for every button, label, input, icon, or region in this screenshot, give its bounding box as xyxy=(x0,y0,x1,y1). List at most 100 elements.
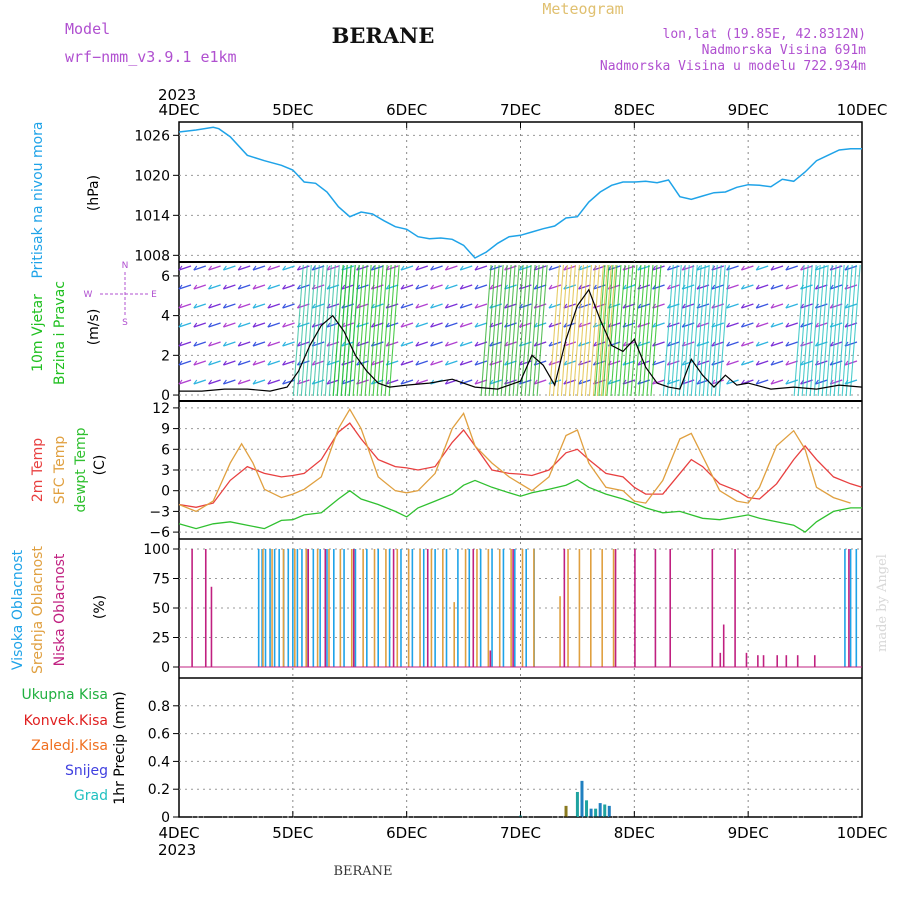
wind-arrow xyxy=(282,265,295,271)
wind-arrow xyxy=(237,341,251,347)
wind-fan-line xyxy=(352,264,364,397)
wind-fan-line xyxy=(682,264,694,397)
wind-fan-line xyxy=(560,264,572,397)
wind-arrow-head xyxy=(178,303,183,309)
bottom-day-labels: 4DEC 5DEC 6DEC 7DEC 8DEC 9DEC 10DEC xyxy=(158,824,887,842)
wind-arrow-head xyxy=(785,379,790,385)
wind-arrow-head xyxy=(696,265,701,271)
wind-fan-line xyxy=(837,264,849,397)
wind-arrow-head xyxy=(800,322,805,328)
wind-arrow xyxy=(208,322,221,328)
wind-arrow xyxy=(844,341,858,347)
wind-arrow xyxy=(223,303,236,309)
wind-fan-line xyxy=(600,264,612,397)
wind-arrow xyxy=(504,303,517,309)
wind-arrow xyxy=(726,322,739,328)
wind-arrow-head xyxy=(252,265,257,271)
wind-arrow-head xyxy=(311,360,316,366)
precip-total-label: Ukupna Kisa xyxy=(21,687,108,703)
wind-arrow xyxy=(667,284,680,290)
top-day-label: 10DEC xyxy=(837,101,888,119)
wind-fan-line xyxy=(714,264,726,397)
wind-arrow xyxy=(223,265,236,271)
bottom-day-label: 9DEC xyxy=(728,824,769,842)
wind-arrow xyxy=(770,322,784,328)
wind-arrow-head xyxy=(800,265,805,271)
temperature-ytick-label: 3 xyxy=(161,463,170,479)
wind-arrow xyxy=(504,360,517,366)
wind-arrow xyxy=(681,303,695,309)
wind-arrow-head xyxy=(755,360,760,366)
wind-arrow xyxy=(474,379,488,385)
wind-arrow-head xyxy=(341,341,346,347)
wind-fan-line xyxy=(332,264,344,397)
precip-bar xyxy=(589,808,593,817)
wind-arrow xyxy=(489,322,503,328)
pressure-label: Pritisak na nivou mora xyxy=(30,121,46,278)
bottom-day-label: 6DEC xyxy=(386,824,427,842)
sfc-line xyxy=(178,408,851,513)
wind-arrow-head xyxy=(829,341,834,347)
wind-fan-line xyxy=(801,264,813,397)
wind-arrow-head xyxy=(755,284,760,290)
temp2m-label: 2m Temp xyxy=(30,438,46,502)
wind-arrow-head xyxy=(385,379,390,385)
wind-arrow xyxy=(770,265,784,271)
wind-fan-line xyxy=(604,264,616,397)
wind-arrow-head xyxy=(252,322,257,328)
sfc-temp-label: SFC Temp xyxy=(52,436,68,505)
precip-bar xyxy=(575,791,579,817)
elevation-label: Nadmorska Visina 691m xyxy=(702,43,867,58)
wind-arrow xyxy=(208,284,221,290)
wind-arrow xyxy=(770,379,784,385)
wind-arrow xyxy=(311,265,325,271)
wind-arrow xyxy=(755,341,769,347)
wind-arrow xyxy=(829,341,843,347)
wind-arrow-head xyxy=(415,303,420,309)
wind-arrow xyxy=(815,379,828,385)
wind-arrow-head xyxy=(518,322,523,328)
wind-fan-line xyxy=(484,264,496,397)
wind-arrow-head xyxy=(237,379,242,385)
wind-arrow-head xyxy=(222,322,227,328)
wind-fan-line xyxy=(670,264,682,397)
wind-arrow xyxy=(459,341,473,347)
pressure-labels: Pritisak na nivou mora (hPa) xyxy=(30,121,102,278)
wind-arrow-head xyxy=(770,265,775,271)
wind-arrow xyxy=(297,303,310,309)
credit-label: made by Angel xyxy=(875,554,890,652)
wind-arrow xyxy=(741,265,754,271)
wind-arrow xyxy=(282,360,295,366)
wind-arrow-head xyxy=(400,322,405,328)
wind-arrow-head xyxy=(400,341,405,347)
wind-fan-line xyxy=(364,264,376,397)
precip-conv-label: Konvek.Kisa xyxy=(24,713,108,729)
wind-arrow xyxy=(267,265,281,271)
wind-arrow xyxy=(519,265,532,271)
wind-fan-line xyxy=(372,264,384,397)
wind-arrow xyxy=(178,284,192,290)
wind-arrow xyxy=(193,284,207,290)
wind-arrow-head xyxy=(208,341,213,347)
wind-fan-line xyxy=(324,264,336,397)
wind-arrow xyxy=(770,284,784,290)
wind-arrow xyxy=(770,303,784,309)
wind-fan-line xyxy=(328,264,340,397)
wind-arrow xyxy=(711,265,725,271)
wind-arrow-head xyxy=(193,379,198,385)
wind-arrow-head xyxy=(282,303,287,309)
wind-arrow xyxy=(815,322,828,328)
wind-arrow xyxy=(474,303,488,309)
wind-arrow xyxy=(193,379,207,385)
precip-ytick-label: 0.2 xyxy=(148,782,170,798)
wind-ytick-label: 4 xyxy=(161,309,170,325)
wind-arrow-head xyxy=(370,265,375,271)
temp2m-line xyxy=(178,422,863,508)
wind-arrow xyxy=(741,303,754,309)
wind-arrow-head xyxy=(267,265,272,271)
snow-label: Snijeg xyxy=(65,763,108,779)
wind-arrow xyxy=(652,284,665,290)
wind-arrow xyxy=(208,265,221,271)
wind-arrow xyxy=(607,265,621,271)
wind-arrow-head xyxy=(785,284,790,290)
